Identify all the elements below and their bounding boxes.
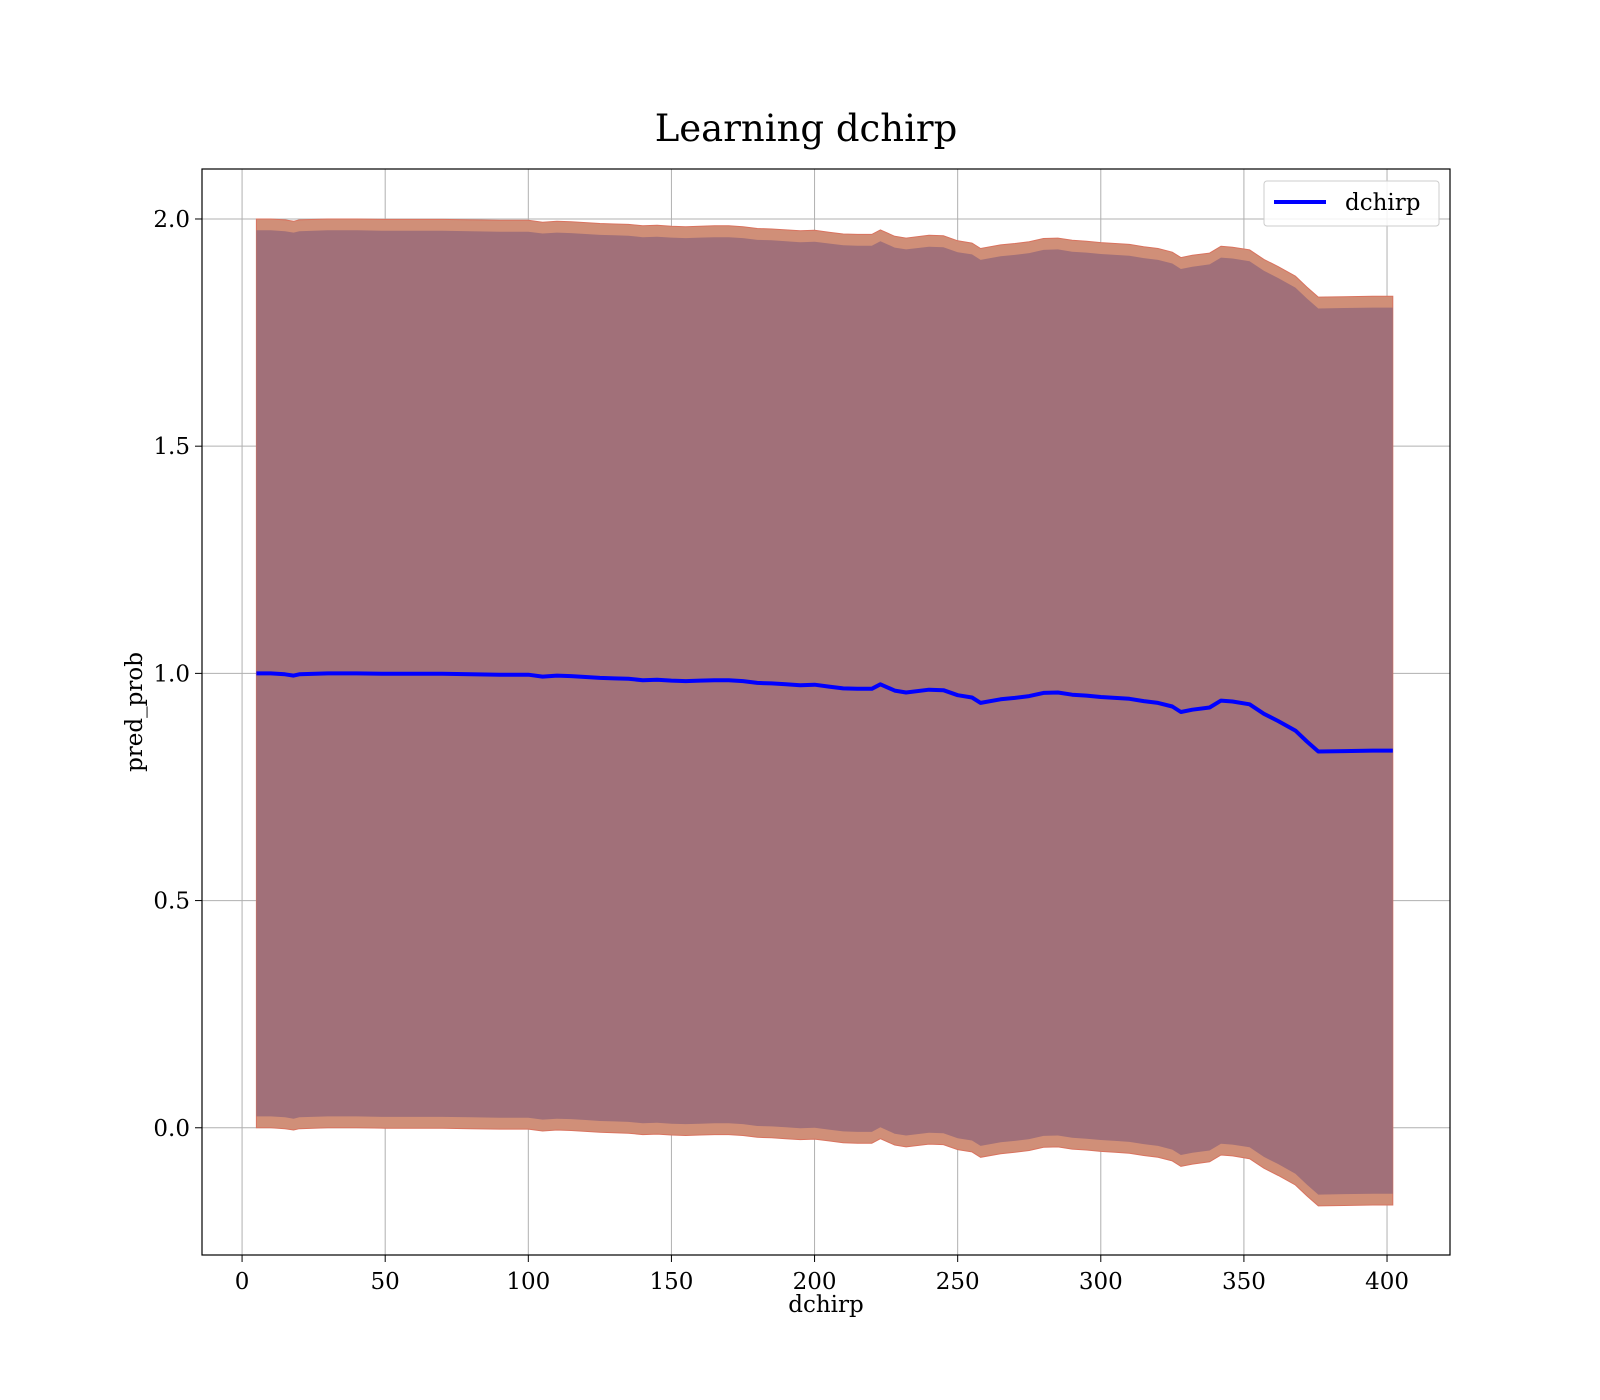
series-lines	[256, 671, 1393, 754]
y-tick-label: 1.0	[153, 661, 190, 687]
x-tick-label: 400	[1365, 1269, 1409, 1295]
bands	[255, 218, 1394, 1207]
y-axis-label: pred_prob	[122, 652, 148, 772]
x-tick-label: 0	[235, 1269, 250, 1295]
uncertainty-band-2	[256, 230, 1393, 1195]
x-tick-label: 200	[793, 1269, 837, 1295]
y-tick-label: 0.0	[153, 1116, 190, 1142]
x-tick-label: 100	[506, 1269, 550, 1295]
y-tick-label: 2.0	[153, 207, 190, 233]
y-ticks: 0.0 0.5 1.0 1.5 2.0	[153, 207, 202, 1142]
legend-label: dchirp	[1345, 190, 1421, 216]
plot-frame	[201, 168, 1451, 1256]
chart-title: Learning dchirp	[655, 107, 958, 150]
x-tick-label: 350	[1222, 1269, 1266, 1295]
y-tick-label: 0.5	[153, 889, 190, 915]
x-tick-label: 150	[649, 1269, 693, 1295]
x-tick-label: 300	[1079, 1269, 1123, 1295]
x-tick-label: 250	[936, 1269, 980, 1295]
x-tick-label: 50	[371, 1269, 400, 1295]
y-tick-label: 1.5	[153, 434, 190, 460]
series-line-dchirp	[256, 671, 1393, 754]
x-axis-label: dchirp	[788, 1292, 864, 1318]
legend-box	[1263, 180, 1440, 227]
legend: dchirp	[1263, 180, 1440, 227]
x-ticks: 0 50 100 150 200 250 300 350 400	[235, 1255, 1409, 1295]
